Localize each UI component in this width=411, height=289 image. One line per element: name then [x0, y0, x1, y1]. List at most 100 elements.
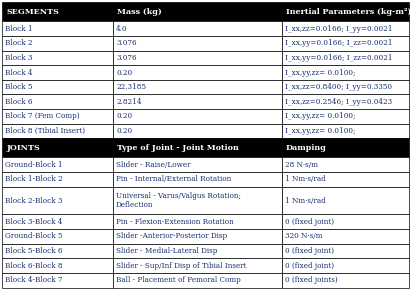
Text: 3.076: 3.076	[116, 39, 136, 47]
Bar	[282, 95, 409, 109]
Text: 0 (fixed joints): 0 (fixed joints)	[285, 276, 337, 284]
Text: Block 6-Block 8: Block 6-Block 8	[5, 262, 63, 270]
Text: Block 8 (Tibial Insert): Block 8 (Tibial Insert)	[5, 127, 85, 135]
Text: Slider - Medial-Lateral Disp: Slider - Medial-Lateral Disp	[116, 247, 217, 255]
Bar	[113, 229, 282, 244]
Text: Mass (kg): Mass (kg)	[117, 8, 162, 16]
Bar	[2, 172, 113, 187]
Text: Ground-Block 1: Ground-Block 1	[5, 161, 63, 169]
Bar	[282, 109, 409, 124]
Text: Block 5: Block 5	[5, 83, 33, 91]
Text: 0.20: 0.20	[116, 68, 132, 77]
Text: Block 5-Block 6: Block 5-Block 6	[5, 247, 63, 255]
Bar	[113, 273, 282, 288]
Bar	[2, 95, 113, 109]
Text: Block 3-Block 4: Block 3-Block 4	[5, 218, 63, 226]
Text: I_xx,yy=0.0166; I_zz=0.0021: I_xx,yy=0.0166; I_zz=0.0021	[285, 54, 393, 62]
Bar	[113, 21, 282, 36]
Bar	[113, 80, 282, 95]
Text: 3.076: 3.076	[116, 54, 136, 62]
Text: I_xx,yy,zz= 0.0100;: I_xx,yy,zz= 0.0100;	[285, 127, 356, 135]
Bar	[282, 172, 409, 187]
Text: 0 (fixed joint): 0 (fixed joint)	[285, 247, 334, 255]
Text: 22.3185: 22.3185	[116, 83, 146, 91]
Text: Block 6: Block 6	[5, 98, 33, 106]
Text: 0.20: 0.20	[116, 112, 132, 121]
Bar	[2, 214, 113, 229]
Bar	[2, 258, 113, 273]
Text: Pin - Internal/External Rotation: Pin - Internal/External Rotation	[116, 175, 231, 183]
Text: 320 N·s/m: 320 N·s/m	[285, 232, 322, 240]
Bar	[282, 158, 409, 172]
Bar	[2, 51, 113, 65]
Text: Ground-Block 5: Ground-Block 5	[5, 232, 63, 240]
Bar	[282, 214, 409, 229]
Bar	[2, 65, 113, 80]
Bar	[2, 187, 113, 214]
Bar	[282, 258, 409, 273]
Text: 0.20: 0.20	[116, 127, 132, 135]
Text: I_xx,zz=0.8400; I_yy=0.3350: I_xx,zz=0.8400; I_yy=0.3350	[285, 83, 392, 91]
Text: Block 1-Block 2: Block 1-Block 2	[5, 175, 63, 183]
Bar	[113, 138, 282, 158]
Text: 1 Nm·s/rad: 1 Nm·s/rad	[285, 175, 326, 183]
Bar	[282, 229, 409, 244]
Text: Slider -Anterior-Posterior Disp: Slider -Anterior-Posterior Disp	[116, 232, 227, 240]
Bar	[113, 244, 282, 258]
Text: 28 N·s/m: 28 N·s/m	[285, 161, 318, 169]
Text: Universal - Varus/Valgus Rotation;
Deflection: Universal - Varus/Valgus Rotation; Defle…	[116, 192, 241, 210]
Text: 1 Nm·s/rad: 1 Nm·s/rad	[285, 197, 326, 205]
Text: Block 2-Block 3: Block 2-Block 3	[5, 197, 63, 205]
Text: Block 4: Block 4	[5, 68, 33, 77]
Bar	[282, 187, 409, 214]
Bar	[113, 36, 282, 51]
Text: Pin - Flexion-Extension Rotation: Pin - Flexion-Extension Rotation	[116, 218, 234, 226]
Text: I_xx,yy=0.0166; I_zz=0.0021: I_xx,yy=0.0166; I_zz=0.0021	[285, 39, 393, 47]
Bar	[113, 158, 282, 172]
Bar	[2, 244, 113, 258]
Text: Block 3: Block 3	[5, 54, 33, 62]
Bar	[2, 36, 113, 51]
Bar	[2, 109, 113, 124]
Bar	[282, 124, 409, 138]
Bar	[113, 95, 282, 109]
Bar	[282, 273, 409, 288]
Text: Slider - Sup/Inf Disp of Tibial Insert: Slider - Sup/Inf Disp of Tibial Insert	[116, 262, 247, 270]
Bar	[282, 65, 409, 80]
Bar	[2, 21, 113, 36]
Bar	[2, 124, 113, 138]
Bar	[113, 51, 282, 65]
Bar	[282, 36, 409, 51]
Bar	[2, 2, 113, 21]
Text: Block 7 (Fem Comp): Block 7 (Fem Comp)	[5, 112, 80, 121]
Text: Block 2: Block 2	[5, 39, 33, 47]
Text: SEGMENTS: SEGMENTS	[6, 8, 59, 16]
Text: Block 1: Block 1	[5, 25, 33, 33]
Bar	[282, 21, 409, 36]
Bar	[113, 124, 282, 138]
Bar	[113, 187, 282, 214]
Bar	[282, 80, 409, 95]
Bar	[282, 51, 409, 65]
Bar	[2, 158, 113, 172]
Bar	[2, 273, 113, 288]
Bar	[113, 172, 282, 187]
Text: Type of Joint - Joint Motion: Type of Joint - Joint Motion	[117, 144, 239, 152]
Bar	[113, 2, 282, 21]
Text: 2.8214: 2.8214	[116, 98, 141, 106]
Bar	[282, 2, 409, 21]
Bar	[282, 244, 409, 258]
Bar	[2, 80, 113, 95]
Text: Slider - Raise/Lower: Slider - Raise/Lower	[116, 161, 191, 169]
Bar	[113, 65, 282, 80]
Text: Inertial Parameters (kg-m²): Inertial Parameters (kg-m²)	[286, 8, 411, 16]
Text: I_xx,yy,zz= 0.0100;: I_xx,yy,zz= 0.0100;	[285, 68, 356, 77]
Text: I_xx,yy,zz= 0.0100;: I_xx,yy,zz= 0.0100;	[285, 112, 356, 121]
Text: Block 4-Block 7: Block 4-Block 7	[5, 276, 63, 284]
Bar	[2, 229, 113, 244]
Text: 0 (fixed joint): 0 (fixed joint)	[285, 262, 334, 270]
Text: JOINTS: JOINTS	[6, 144, 40, 152]
Text: Damping: Damping	[286, 144, 326, 152]
Bar	[2, 138, 113, 158]
Bar	[113, 258, 282, 273]
